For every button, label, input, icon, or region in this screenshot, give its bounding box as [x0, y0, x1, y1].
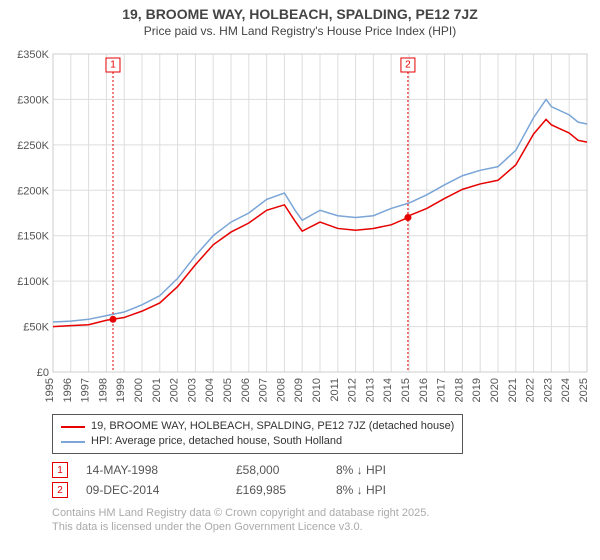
svg-text:2002: 2002: [169, 378, 181, 402]
svg-text:2022: 2022: [525, 378, 537, 402]
sale-row: 2 09-DEC-2014£169,9858% ↓ HPI: [52, 482, 600, 498]
svg-text:2023: 2023: [542, 378, 554, 402]
disclaimer-line2: This data is licensed under the Open Gov…: [52, 520, 600, 534]
svg-text:1995: 1995: [44, 378, 56, 402]
svg-text:2006: 2006: [240, 378, 252, 402]
sale-marker: 2: [52, 482, 68, 498]
svg-text:1997: 1997: [80, 378, 92, 402]
svg-text:£100K: £100K: [17, 276, 49, 288]
svg-text:2025: 2025: [578, 378, 590, 402]
svg-text:2013: 2013: [364, 378, 376, 402]
legend-label: HPI: Average price, detached house, Sout…: [91, 434, 342, 449]
svg-text:£200K: £200K: [17, 185, 49, 197]
chart-container: 19, BROOME WAY, HOLBEACH, SPALDING, PE12…: [0, 6, 600, 535]
sale-diff: 8% ↓ HPI: [336, 483, 386, 497]
svg-text:2003: 2003: [186, 378, 198, 402]
svg-text:£0: £0: [37, 367, 49, 379]
sale-marker: 1: [52, 462, 68, 478]
sale-date: 14-MAY-1998: [86, 463, 236, 477]
svg-text:2008: 2008: [275, 378, 287, 402]
svg-text:2010: 2010: [311, 378, 323, 402]
legend-row: HPI: Average price, detached house, Sout…: [61, 434, 454, 449]
svg-text:1: 1: [110, 60, 116, 71]
chart-subtitle: Price paid vs. HM Land Registry's House …: [0, 24, 600, 38]
svg-text:2014: 2014: [382, 378, 394, 402]
sale-row: 1 14-MAY-1998£58,0008% ↓ HPI: [52, 462, 600, 478]
svg-text:2020: 2020: [489, 378, 501, 402]
svg-text:1998: 1998: [97, 378, 109, 402]
legend-label: 19, BROOME WAY, HOLBEACH, SPALDING, PE12…: [91, 419, 454, 434]
svg-text:2007: 2007: [258, 378, 270, 402]
svg-text:£300K: £300K: [17, 94, 49, 106]
svg-text:£250K: £250K: [17, 140, 49, 152]
svg-text:£350K: £350K: [17, 49, 49, 61]
svg-text:2011: 2011: [329, 378, 341, 402]
svg-text:2012: 2012: [347, 378, 359, 402]
disclaimer: Contains HM Land Registry data © Crown c…: [52, 506, 600, 535]
svg-text:1996: 1996: [62, 378, 74, 402]
chart-svg: £0 £50K £100K £150K £200K £250K £300K £350K 1995…: [5, 46, 595, 406]
svg-text:2021: 2021: [507, 378, 519, 402]
svg-text:2017: 2017: [436, 378, 448, 402]
svg-text:2000: 2000: [133, 378, 145, 402]
svg-text:1999: 1999: [115, 378, 127, 402]
svg-text:2024: 2024: [560, 378, 572, 402]
svg-text:2015: 2015: [400, 378, 412, 402]
svg-text:£50K: £50K: [23, 322, 49, 334]
legend-swatch: [61, 441, 85, 443]
svg-text:2005: 2005: [222, 378, 234, 402]
chart-title: 19, BROOME WAY, HOLBEACH, SPALDING, PE12…: [0, 6, 600, 22]
legend-box: 19, BROOME WAY, HOLBEACH, SPALDING, PE12…: [52, 414, 463, 454]
svg-text:2004: 2004: [204, 378, 216, 402]
sale-price: £169,985: [236, 483, 336, 497]
sale-date: 09-DEC-2014: [86, 483, 236, 497]
legend-swatch: [61, 426, 85, 428]
svg-text:2019: 2019: [471, 378, 483, 402]
sale-diff: 8% ↓ HPI: [336, 463, 386, 477]
disclaimer-line1: Contains HM Land Registry data © Crown c…: [52, 506, 600, 520]
svg-text:2009: 2009: [293, 378, 305, 402]
sales-footer: 1 14-MAY-1998£58,0008% ↓ HPI 2 09-DEC-2014£…: [52, 462, 600, 498]
svg-text:£150K: £150K: [17, 231, 49, 243]
svg-text:2001: 2001: [151, 378, 163, 402]
svg-text:2018: 2018: [453, 378, 465, 402]
chart-plot-area: £0 £50K £100K £150K £200K £250K £300K £350K 1995…: [5, 46, 595, 406]
svg-text:2016: 2016: [418, 378, 430, 402]
svg-text:2: 2: [405, 60, 411, 71]
sale-price: £58,000: [236, 463, 336, 477]
legend-row: 19, BROOME WAY, HOLBEACH, SPALDING, PE12…: [61, 419, 454, 434]
